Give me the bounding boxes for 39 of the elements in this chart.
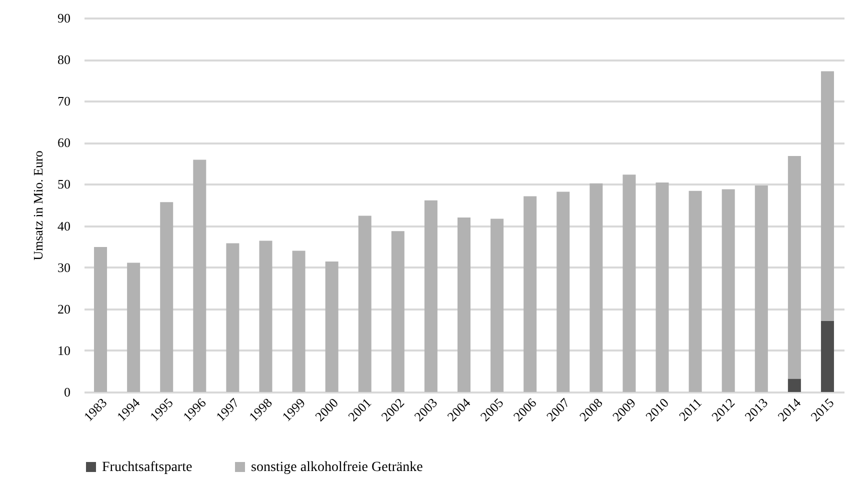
bar [556,192,570,392]
y-axis-title: Umsatz in Mio. Euro [30,150,46,260]
y-tick-label: 80 [58,52,70,68]
y-tick-label: 10 [58,342,70,358]
bar [722,189,735,392]
bar [292,250,306,392]
bar [424,200,438,392]
y-tick-label: 20 [58,301,70,316]
bar [458,217,470,392]
bar [820,71,834,321]
bar [590,183,603,392]
bar [788,378,801,392]
y-tick-label: 0 [64,384,70,400]
bar [358,216,372,392]
legend-label: Fruchtsaftsparte [102,460,192,475]
bar [622,174,636,392]
bar [524,196,537,392]
legend-label: sonstige alkoholfreie Getränke [251,460,423,475]
y-tick-label: 40 [58,218,70,234]
x-tick-label: 2011 [676,395,704,424]
bar [656,182,669,392]
bar [259,240,272,392]
bar [94,246,108,392]
y-tick-label: 90 [58,10,70,26]
bar [490,218,504,392]
y-tick-label: 60 [58,135,70,150]
bar [391,231,404,392]
bar [820,320,834,392]
bar [160,202,174,392]
bar [226,243,240,392]
bar [788,156,801,379]
bar [193,160,206,392]
bar [127,262,140,392]
bar [688,190,702,392]
y-tick-label: 50 [58,176,70,192]
bar [325,262,338,392]
y-tick-label: 70 [58,94,70,109]
y-tick-label: 30 [58,260,70,275]
bar [754,185,768,392]
